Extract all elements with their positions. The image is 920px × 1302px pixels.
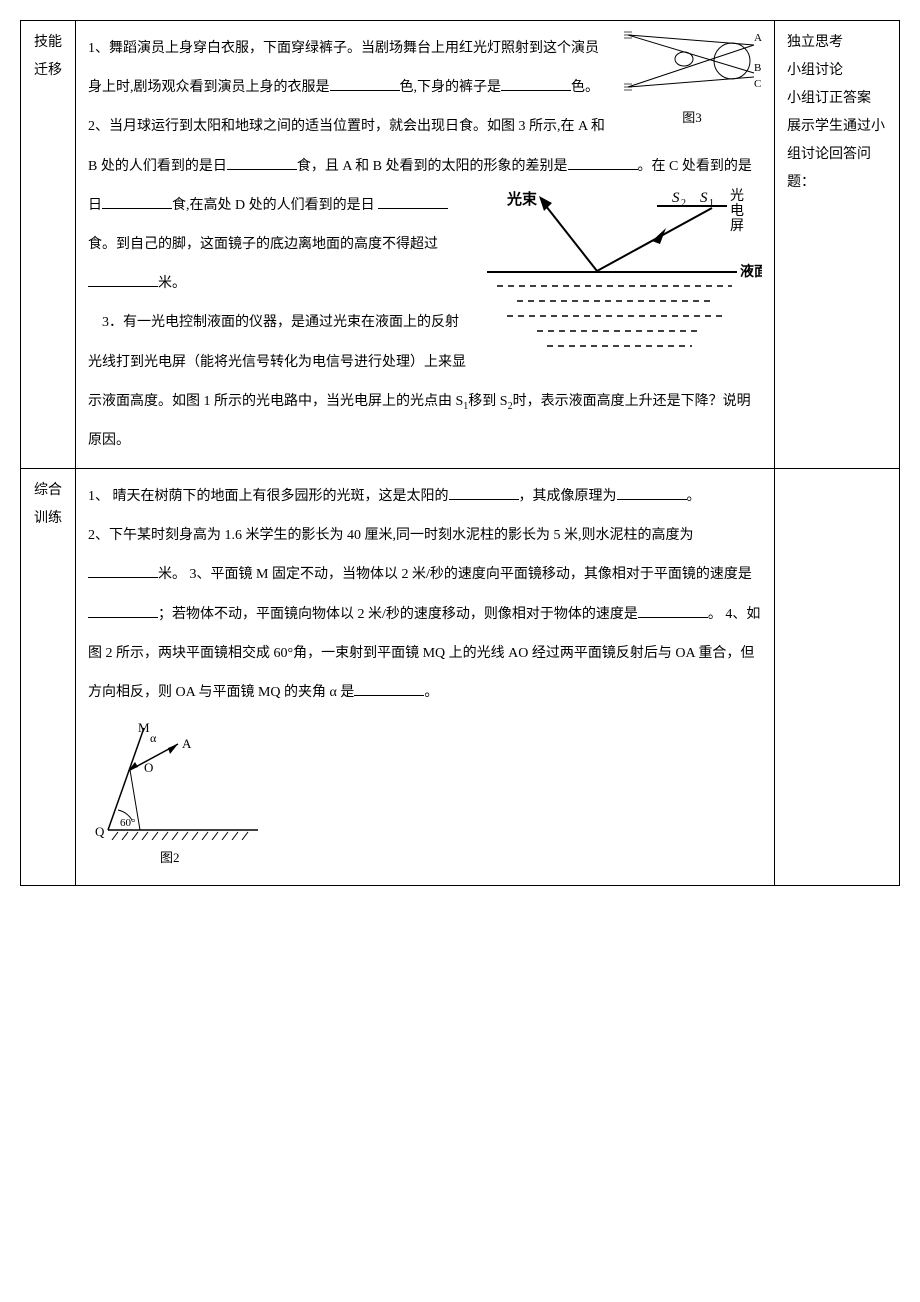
figure-2: M α A O Q 60° 图2: [88, 720, 762, 876]
label-beam: 光束: [506, 190, 538, 208]
fig2-label-A: A: [182, 736, 192, 751]
section2-label: 综合训练: [33, 477, 63, 533]
left-label-cell-1: 技能迁移: [21, 21, 76, 469]
s1-q2-f: 米。: [158, 276, 186, 291]
label-screen-1: 光: [730, 188, 744, 204]
note-line4: 展示学生通过小组讨论回答问题：: [787, 113, 887, 197]
blank: [378, 194, 448, 209]
s1-q2-e: 食。到自己的脚，这面镜子的底边离地面的高度不得超过: [88, 237, 438, 252]
label-liquid: 液面: [740, 263, 762, 280]
s1-q2-b: 食，且 A 和 B 处看到的太阳的形象的差别是: [297, 159, 568, 174]
note-line3: 小组订正答案: [787, 85, 887, 113]
s1-q1-c: 色。: [571, 80, 599, 95]
blank: [617, 485, 687, 500]
right-notes-cell: 独立思考 小组讨论 小组订正答案 展示学生通过小组讨论回答问题：: [775, 21, 900, 469]
note-line1: 独立思考: [787, 29, 887, 57]
fig2-label-O: O: [144, 760, 153, 775]
worksheet-table: 技能迁移 A B C: [20, 20, 900, 886]
blank: [501, 76, 571, 91]
figure-3: A B C 图3: [622, 29, 762, 138]
label-screen-3: 屏: [730, 219, 744, 234]
fig2-label-M: M: [138, 720, 150, 735]
blank: [88, 272, 158, 287]
s2-q1-c: 。: [687, 489, 701, 504]
blank: [227, 155, 297, 170]
blank: [354, 681, 424, 696]
s2-q1-b: ，其成像原理为: [519, 489, 617, 504]
figure-light: 光束 S 2 S 1 光 电 屏 液面: [482, 186, 762, 366]
figure2-caption: 图2: [88, 840, 762, 876]
figure3-label-A: A: [754, 32, 762, 44]
note-line2: 小组讨论: [787, 57, 887, 85]
label-S2-sub: 2: [681, 198, 686, 209]
section-comprehensive-row: 综合训练 1、 晴天在树荫下的地面上有很多园形的光斑，这是太阳的，其成像原理为。…: [21, 469, 900, 886]
s1-q2-d: 食,在高处 D 处的人们看到的是日: [172, 198, 375, 213]
left-label-cell-2: 综合训练: [21, 469, 76, 886]
s1-q3-a: 3．有一光电控制液面的仪器，是通过光束在液面上的反射光线打到光电屏（能将光信号转…: [88, 315, 466, 408]
blank: [449, 485, 519, 500]
blank: [330, 76, 400, 91]
fig2-label-alpha: α: [150, 731, 157, 745]
light-control-diagram-icon: 光束 S 2 S 1 光 电 屏 液面: [482, 186, 762, 366]
right-notes-cell-2: [775, 469, 900, 886]
fig2-label-Q: Q: [95, 824, 105, 839]
figure3-label-B: B: [754, 62, 761, 74]
blank: [88, 603, 158, 618]
mirror-angle-diagram-icon: M α A O Q 60°: [88, 720, 268, 840]
section1-content: A B C 图3 1、舞蹈演员上身穿白衣服，下面穿绿裤子。当剧场舞台上用红光灯照…: [76, 21, 775, 469]
label-S1-sub: 1: [709, 198, 714, 209]
fig2-label-angle: 60°: [120, 817, 135, 829]
s1-q1-b: 色,下身的裤子是: [400, 80, 502, 95]
blank: [102, 194, 172, 209]
blank: [88, 563, 158, 578]
label-S1: S: [700, 190, 708, 206]
figure3-label-C: C: [754, 78, 761, 90]
blank: [638, 603, 708, 618]
label-screen-2: 电: [730, 203, 744, 219]
blank: [568, 155, 638, 170]
s1-q3-b: 移到 S: [468, 394, 507, 409]
s2-q2-b: 米。: [158, 567, 186, 582]
section-skill-transfer-row: 技能迁移 A B C: [21, 21, 900, 469]
section2-content: 1、 晴天在树荫下的地面上有很多园形的光斑，这是太阳的，其成像原理为。 2、下午…: [76, 469, 775, 886]
eclipse-diagram-icon: A B C: [622, 29, 762, 99]
figure3-caption: 图3: [682, 110, 702, 125]
s2-q3-c: 。: [708, 607, 722, 622]
section1-label: 技能迁移: [33, 29, 63, 85]
s2-q1-a: 1、 晴天在树荫下的地面上有很多园形的光斑，这是太阳的: [88, 489, 449, 504]
s2-q3-b: ；若物体不动，平面镜向物体以 2 米/秒的速度移动，则像相对于物体的速度是: [158, 607, 638, 622]
label-S2: S: [672, 190, 680, 206]
s2-q3-a: 3、平面镜 M 固定不动，当物体以 2 米/秒的速度向平面镜移动，其像相对于平面…: [190, 567, 752, 582]
s2-q2-a: 2、下午某时刻身高为 1.6 米学生的影长为 40 厘米,同一时刻水泥柱的影长为…: [88, 528, 694, 543]
s2-q4-b: 。: [424, 685, 438, 700]
